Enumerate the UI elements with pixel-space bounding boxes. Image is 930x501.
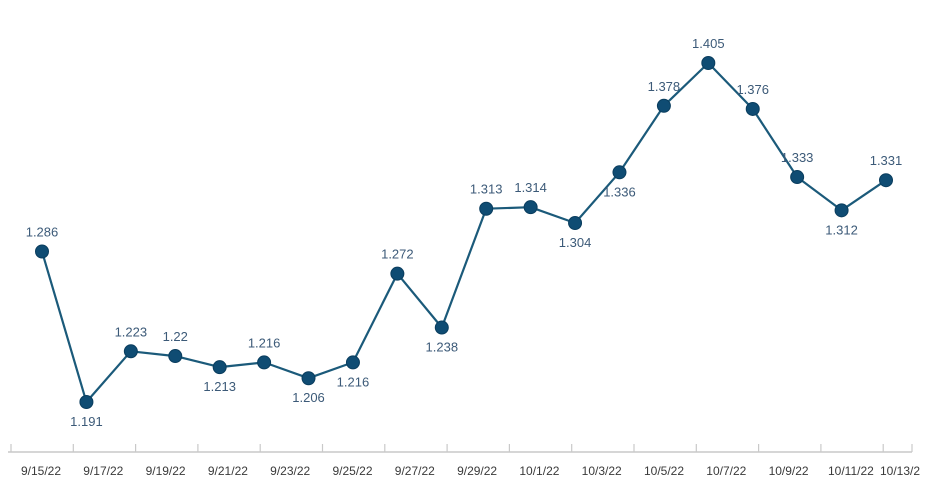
data-label: 1.216 [337, 374, 370, 389]
data-label: 1.405 [692, 36, 725, 51]
data-point [612, 165, 627, 180]
data-point [879, 173, 893, 188]
data-label: 1.333 [781, 150, 814, 165]
data-label: 1.206 [292, 390, 325, 405]
data-point [123, 344, 138, 359]
x-tick-label: 10/7/22 [706, 464, 746, 478]
data-point [345, 355, 360, 370]
x-tick-label: 9/19/22 [146, 464, 186, 478]
data-point [35, 244, 49, 259]
data-point [212, 360, 227, 375]
data-point [834, 203, 849, 218]
data-point [656, 98, 671, 113]
x-tick-label: 9/29/22 [457, 464, 497, 478]
x-tick-label: 9/25/22 [332, 464, 372, 478]
x-tick-label: 10/9/22 [769, 464, 809, 478]
x-tick-label: 9/27/22 [395, 464, 435, 478]
x-tick-label: 9/17/22 [83, 464, 123, 478]
data-point [479, 201, 494, 216]
x-tick-label: 10/5/22 [644, 464, 684, 478]
data-markers [35, 56, 893, 409]
data-point [390, 266, 405, 281]
data-point [568, 215, 583, 230]
x-tick-labels: 9/15/22 9/17/22 9/19/22 9/21/22 9/23/22 9/25/… [21, 464, 920, 478]
data-point [701, 56, 716, 70]
x-axis [8, 444, 913, 453]
x-tick-label: 9/23/22 [270, 464, 310, 478]
data-label: 1.272 [381, 247, 414, 262]
series-line [40, 61, 887, 404]
data-label: 1.331 [870, 153, 903, 168]
data-label: 1.376 [736, 82, 769, 97]
x-tick-label: 10/13/2 [880, 464, 920, 478]
x-tick-label: 10/3/22 [582, 464, 622, 478]
data-label: 1.223 [115, 324, 148, 339]
data-label: 1.286 [26, 225, 59, 240]
data-label: 1.191 [70, 414, 103, 429]
data-label: 1.312 [825, 222, 858, 237]
data-label: 1.378 [648, 79, 681, 94]
data-labels: 1.286 1.191 1.223 1.22 1.213 1.216 1.206 1.216 1… [26, 36, 903, 429]
data-point [301, 371, 316, 386]
x-tick-label: 10/11/22 [828, 464, 874, 478]
x-tick-label: 9/15/22 [21, 464, 61, 478]
data-point [745, 101, 760, 116]
data-point [79, 395, 94, 409]
x-tick-label: 10/1/22 [519, 464, 559, 478]
data-label: 1.314 [514, 180, 547, 195]
data-label: 1.304 [559, 235, 592, 250]
data-label: 1.22 [163, 329, 188, 344]
data-label: 1.213 [203, 379, 236, 394]
data-point [790, 170, 805, 185]
x-tick-label: 9/21/22 [208, 464, 248, 478]
data-label: 1.216 [248, 335, 281, 350]
data-label: 1.313 [470, 182, 503, 197]
data-point [168, 349, 183, 364]
series-line-group [40, 61, 887, 404]
data-label: 1.336 [603, 184, 636, 199]
data-point [434, 320, 449, 335]
data-label: 1.238 [426, 340, 459, 355]
data-point [523, 200, 538, 215]
data-point [257, 355, 272, 370]
